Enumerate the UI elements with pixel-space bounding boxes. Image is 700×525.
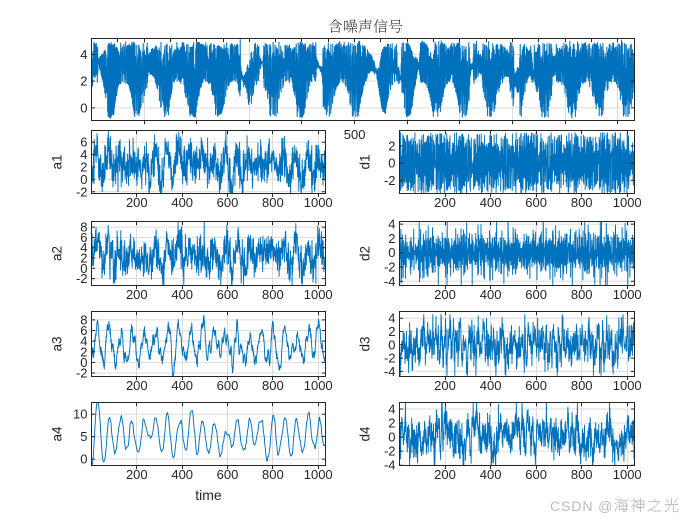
- svg-text:400: 400: [480, 467, 502, 482]
- svg-text:0: 0: [80, 100, 87, 115]
- svg-text:600: 600: [525, 195, 547, 210]
- svg-text:2: 2: [80, 251, 87, 266]
- svg-text:2: 2: [388, 324, 395, 339]
- svg-text:0: 0: [388, 337, 395, 352]
- svg-text:-2: -2: [76, 366, 88, 381]
- svg-text:2: 2: [388, 139, 395, 154]
- svg-text:6: 6: [80, 323, 87, 338]
- svg-text:200: 200: [434, 467, 456, 482]
- svg-text:0: 0: [388, 245, 395, 260]
- svg-text:1000: 1000: [304, 287, 333, 302]
- svg-text:d4: d4: [358, 426, 373, 442]
- svg-text:1000: 1000: [304, 195, 333, 210]
- svg-text:2: 2: [388, 416, 395, 431]
- svg-text:4: 4: [388, 311, 395, 326]
- svg-text:-2: -2: [384, 444, 396, 459]
- svg-text:400: 400: [171, 287, 193, 302]
- svg-text:a4: a4: [50, 426, 65, 442]
- svg-text:d1: d1: [358, 154, 373, 169]
- svg-text:200: 200: [434, 287, 456, 302]
- svg-text:10: 10: [73, 407, 87, 422]
- svg-text:-4: -4: [384, 458, 396, 473]
- svg-text:time: time: [195, 487, 222, 503]
- svg-text:4: 4: [80, 240, 87, 255]
- svg-text:-2: -2: [384, 260, 396, 275]
- svg-text:800: 800: [571, 195, 593, 210]
- svg-text:1000: 1000: [304, 378, 333, 393]
- svg-text:4: 4: [80, 147, 87, 162]
- svg-text:600: 600: [525, 378, 547, 393]
- svg-text:600: 600: [217, 195, 239, 210]
- svg-text:-2: -2: [76, 184, 88, 199]
- svg-text:600: 600: [217, 287, 239, 302]
- svg-text:d3: d3: [358, 336, 373, 351]
- svg-text:400: 400: [171, 467, 193, 482]
- svg-text:800: 800: [571, 378, 593, 393]
- svg-text:600: 600: [217, 378, 239, 393]
- svg-text:200: 200: [126, 467, 148, 482]
- svg-text:0: 0: [80, 172, 87, 187]
- svg-text:200: 200: [126, 195, 148, 210]
- svg-text:400: 400: [480, 378, 502, 393]
- svg-text:0: 0: [388, 430, 395, 445]
- svg-text:6: 6: [80, 230, 87, 245]
- svg-text:-2: -2: [76, 271, 88, 286]
- svg-text:800: 800: [262, 195, 284, 210]
- svg-text:500: 500: [344, 127, 366, 142]
- svg-text:600: 600: [525, 287, 547, 302]
- svg-text:0: 0: [80, 355, 87, 370]
- svg-text:600: 600: [525, 467, 547, 482]
- svg-text:400: 400: [171, 378, 193, 393]
- svg-text:400: 400: [171, 195, 193, 210]
- svg-text:200: 200: [126, 378, 148, 393]
- svg-text:2: 2: [80, 160, 87, 175]
- svg-text:-2: -2: [384, 173, 396, 188]
- svg-text:800: 800: [571, 467, 593, 482]
- svg-text:4: 4: [80, 334, 87, 349]
- svg-text:4: 4: [388, 217, 395, 232]
- svg-text:600: 600: [217, 467, 239, 482]
- svg-text:200: 200: [434, 378, 456, 393]
- svg-text:400: 400: [480, 195, 502, 210]
- svg-text:-4: -4: [384, 274, 396, 289]
- svg-text:a1: a1: [50, 154, 65, 169]
- svg-text:8: 8: [80, 312, 87, 327]
- svg-text:a3: a3: [50, 336, 65, 351]
- svg-text:800: 800: [262, 467, 284, 482]
- svg-text:400: 400: [480, 287, 502, 302]
- svg-text:0: 0: [80, 452, 87, 467]
- svg-text:800: 800: [262, 287, 284, 302]
- svg-text:2: 2: [388, 231, 395, 246]
- svg-text:1000: 1000: [613, 467, 642, 482]
- svg-text:CSDN @: CSDN @: [550, 499, 613, 515]
- svg-text:d2: d2: [358, 246, 373, 261]
- svg-text:-2: -2: [384, 351, 396, 366]
- svg-text:800: 800: [571, 287, 593, 302]
- svg-text:a2: a2: [50, 246, 65, 261]
- svg-text:-4: -4: [384, 364, 396, 379]
- svg-text:6: 6: [80, 135, 87, 150]
- svg-text:1000: 1000: [613, 195, 642, 210]
- svg-text:8: 8: [80, 220, 87, 235]
- svg-text:0: 0: [388, 156, 395, 171]
- svg-text:1000: 1000: [613, 378, 642, 393]
- svg-text:800: 800: [262, 378, 284, 393]
- svg-text:2: 2: [80, 74, 87, 89]
- svg-text:5: 5: [80, 429, 87, 444]
- svg-text:4: 4: [388, 402, 395, 417]
- svg-text:2: 2: [80, 344, 87, 359]
- svg-text:1000: 1000: [304, 467, 333, 482]
- svg-text:0: 0: [80, 261, 87, 276]
- svg-text:200: 200: [434, 195, 456, 210]
- svg-text:4: 4: [80, 47, 87, 62]
- svg-text:200: 200: [126, 287, 148, 302]
- svg-text:1000: 1000: [613, 287, 642, 302]
